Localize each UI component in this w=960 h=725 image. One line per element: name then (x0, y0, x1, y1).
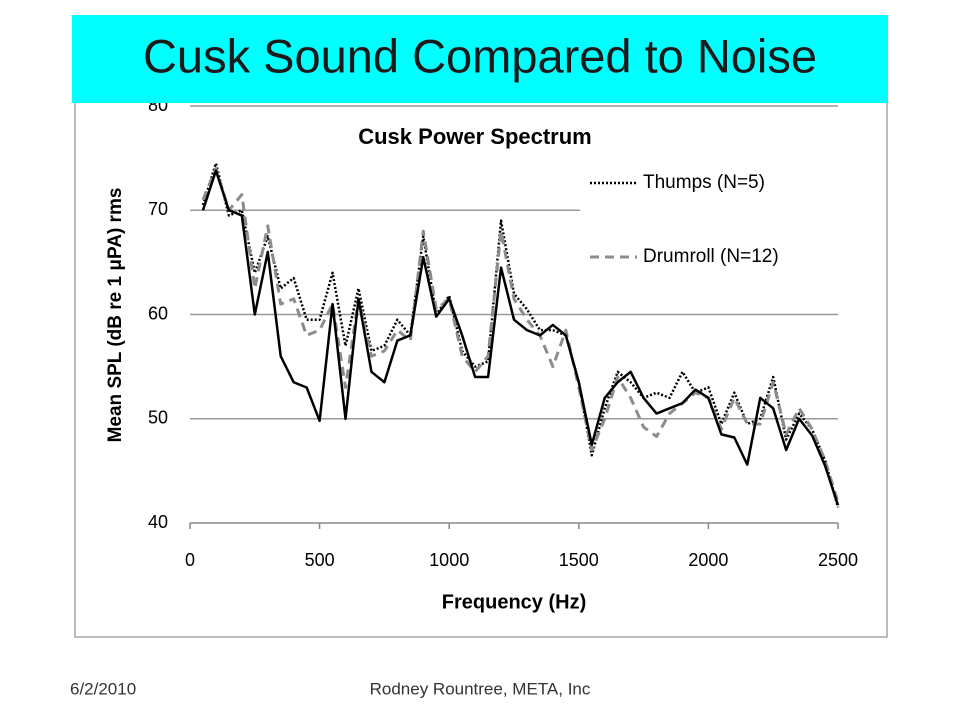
legend-label: Thumps (N=5) (643, 172, 765, 193)
x-tick-label: 0 (185, 550, 195, 570)
series-line (201, 167, 840, 503)
x-tick-label: 2000 (688, 550, 728, 570)
y-tick-label: 60 (148, 303, 168, 323)
y-tick-label: 70 (148, 199, 168, 219)
chart-title: Cusk Power Spectrum (358, 124, 592, 149)
y-axis-label: Mean SPL (dB re 1 μPA) rms (105, 188, 126, 443)
legend-label: Drumroll (N=12) (643, 246, 779, 267)
footer-author: Rodney Rountree, META, Inc (370, 679, 591, 698)
y-tick-label: 40 (148, 512, 168, 532)
legend-bg (580, 160, 840, 280)
title-box (72, 15, 888, 103)
x-axis-label: Frequency (Hz) (442, 591, 586, 613)
x-tick-label: 1500 (559, 550, 599, 570)
y-tick-label: 50 (148, 408, 168, 428)
x-tick-label: 1000 (429, 550, 469, 570)
series-line (201, 162, 840, 508)
footer-date: 6/2/2010 (70, 679, 136, 698)
slide-title: Cusk Sound Compared to Noise (143, 29, 817, 82)
series-line (201, 169, 840, 506)
x-tick-label: 500 (305, 550, 335, 570)
x-tick-label: 2500 (818, 550, 858, 570)
